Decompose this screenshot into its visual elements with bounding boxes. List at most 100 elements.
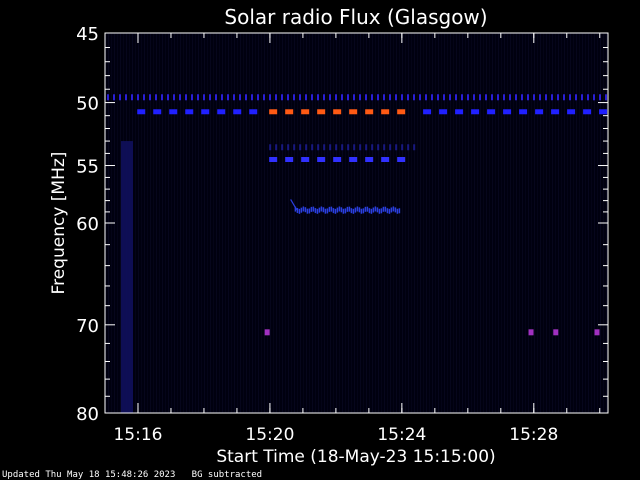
burst-mark <box>298 208 301 214</box>
feature-dashed-band-2 <box>269 109 406 115</box>
band-mark <box>545 94 547 101</box>
band-mark <box>323 94 325 101</box>
burst-mark <box>338 206 341 212</box>
band-mark <box>311 94 313 101</box>
band-mark <box>107 94 109 101</box>
band-mark <box>299 94 301 101</box>
burst-mark <box>378 208 381 214</box>
burst-mark <box>366 206 369 212</box>
burst-mark <box>342 208 345 214</box>
band-mark <box>395 94 397 101</box>
feature-spot-9 <box>553 329 559 336</box>
band-mark <box>317 144 320 151</box>
burst-mark <box>356 206 359 212</box>
band-mark <box>383 144 386 151</box>
band-mark <box>377 144 380 151</box>
burst-mark <box>386 208 389 214</box>
band-mark <box>455 94 457 101</box>
x-axis-label: Start Time (18-May-23 15:15:00) <box>216 447 495 467</box>
spot-mark <box>264 329 270 336</box>
y-tick-label: 80 <box>76 404 99 425</box>
feature-spot-8 <box>528 329 534 336</box>
band-mark <box>471 109 480 115</box>
band-mark <box>419 94 421 101</box>
band-mark <box>269 94 271 101</box>
burst-mark <box>312 206 315 212</box>
burst-mark <box>392 206 395 212</box>
band-mark <box>521 94 523 101</box>
band-mark <box>323 144 326 151</box>
y-tick-label: 50 <box>76 94 99 115</box>
band-mark <box>281 94 283 101</box>
band-mark <box>431 94 433 101</box>
band-mark <box>167 94 169 101</box>
burst-mark <box>394 207 397 213</box>
band-mark <box>413 94 415 101</box>
band-mark <box>317 109 326 115</box>
y-tick-label: 60 <box>76 214 99 235</box>
band-mark <box>437 94 439 101</box>
band-mark <box>333 109 342 115</box>
band-mark <box>381 109 390 115</box>
burst-mark <box>384 206 387 212</box>
x-tick-label: 15:20 <box>245 425 294 445</box>
band-mark <box>527 94 529 101</box>
feature-dotted-band-0 <box>107 94 607 101</box>
band-mark <box>335 94 337 101</box>
burst-mark <box>320 206 323 212</box>
burst-mark <box>296 208 299 214</box>
band-mark <box>503 94 505 101</box>
band-mark <box>569 94 571 101</box>
burst-mark <box>306 208 309 214</box>
burst-mark <box>326 208 329 214</box>
band-mark <box>287 94 289 101</box>
band-mark <box>365 94 367 101</box>
band-mark <box>397 109 406 115</box>
band-mark <box>137 94 139 101</box>
band-mark <box>233 109 242 115</box>
band-mark <box>365 144 368 151</box>
feature-dotted-band-5 <box>269 144 416 151</box>
band-mark <box>329 94 331 101</box>
burst-mark <box>294 206 297 212</box>
band-mark <box>169 109 178 115</box>
band-mark <box>509 94 511 101</box>
band-mark <box>137 109 146 115</box>
band-mark <box>191 94 193 101</box>
band-mark <box>275 94 277 101</box>
band-mark <box>397 157 406 163</box>
burst-mark <box>310 206 313 212</box>
band-mark <box>317 94 319 101</box>
burst-mark <box>380 208 383 214</box>
band-mark <box>605 94 607 101</box>
x-tick-label: 15:28 <box>509 425 558 445</box>
band-mark <box>485 94 487 101</box>
band-mark <box>519 109 528 115</box>
band-mark <box>365 109 374 115</box>
burst-mark <box>330 206 333 212</box>
band-mark <box>173 94 175 101</box>
band-mark <box>503 109 512 115</box>
burst-mark <box>388 208 391 214</box>
band-mark <box>487 109 496 115</box>
band-mark <box>381 157 390 163</box>
band-mark <box>401 144 404 151</box>
burst-mark <box>314 208 317 214</box>
band-mark <box>389 144 392 151</box>
band-mark <box>567 109 576 115</box>
band-mark <box>449 94 451 101</box>
band-mark <box>185 94 187 101</box>
y-axis: 45 50 55 60 70 80 <box>76 24 608 425</box>
x-axis: 15:16 15:20 15:24 15:28 <box>104 33 601 445</box>
burst-mark <box>362 208 365 214</box>
burst-mark <box>360 208 363 214</box>
burst-mark <box>324 208 327 214</box>
band-mark <box>587 94 589 101</box>
band-mark <box>301 109 310 115</box>
band-mark <box>161 94 163 101</box>
band-mark <box>365 157 374 163</box>
y-axis-label: Frequency [MHz] <box>49 152 69 295</box>
band-mark <box>535 109 544 115</box>
spot-mark <box>553 329 559 336</box>
burst-mark <box>300 207 303 213</box>
